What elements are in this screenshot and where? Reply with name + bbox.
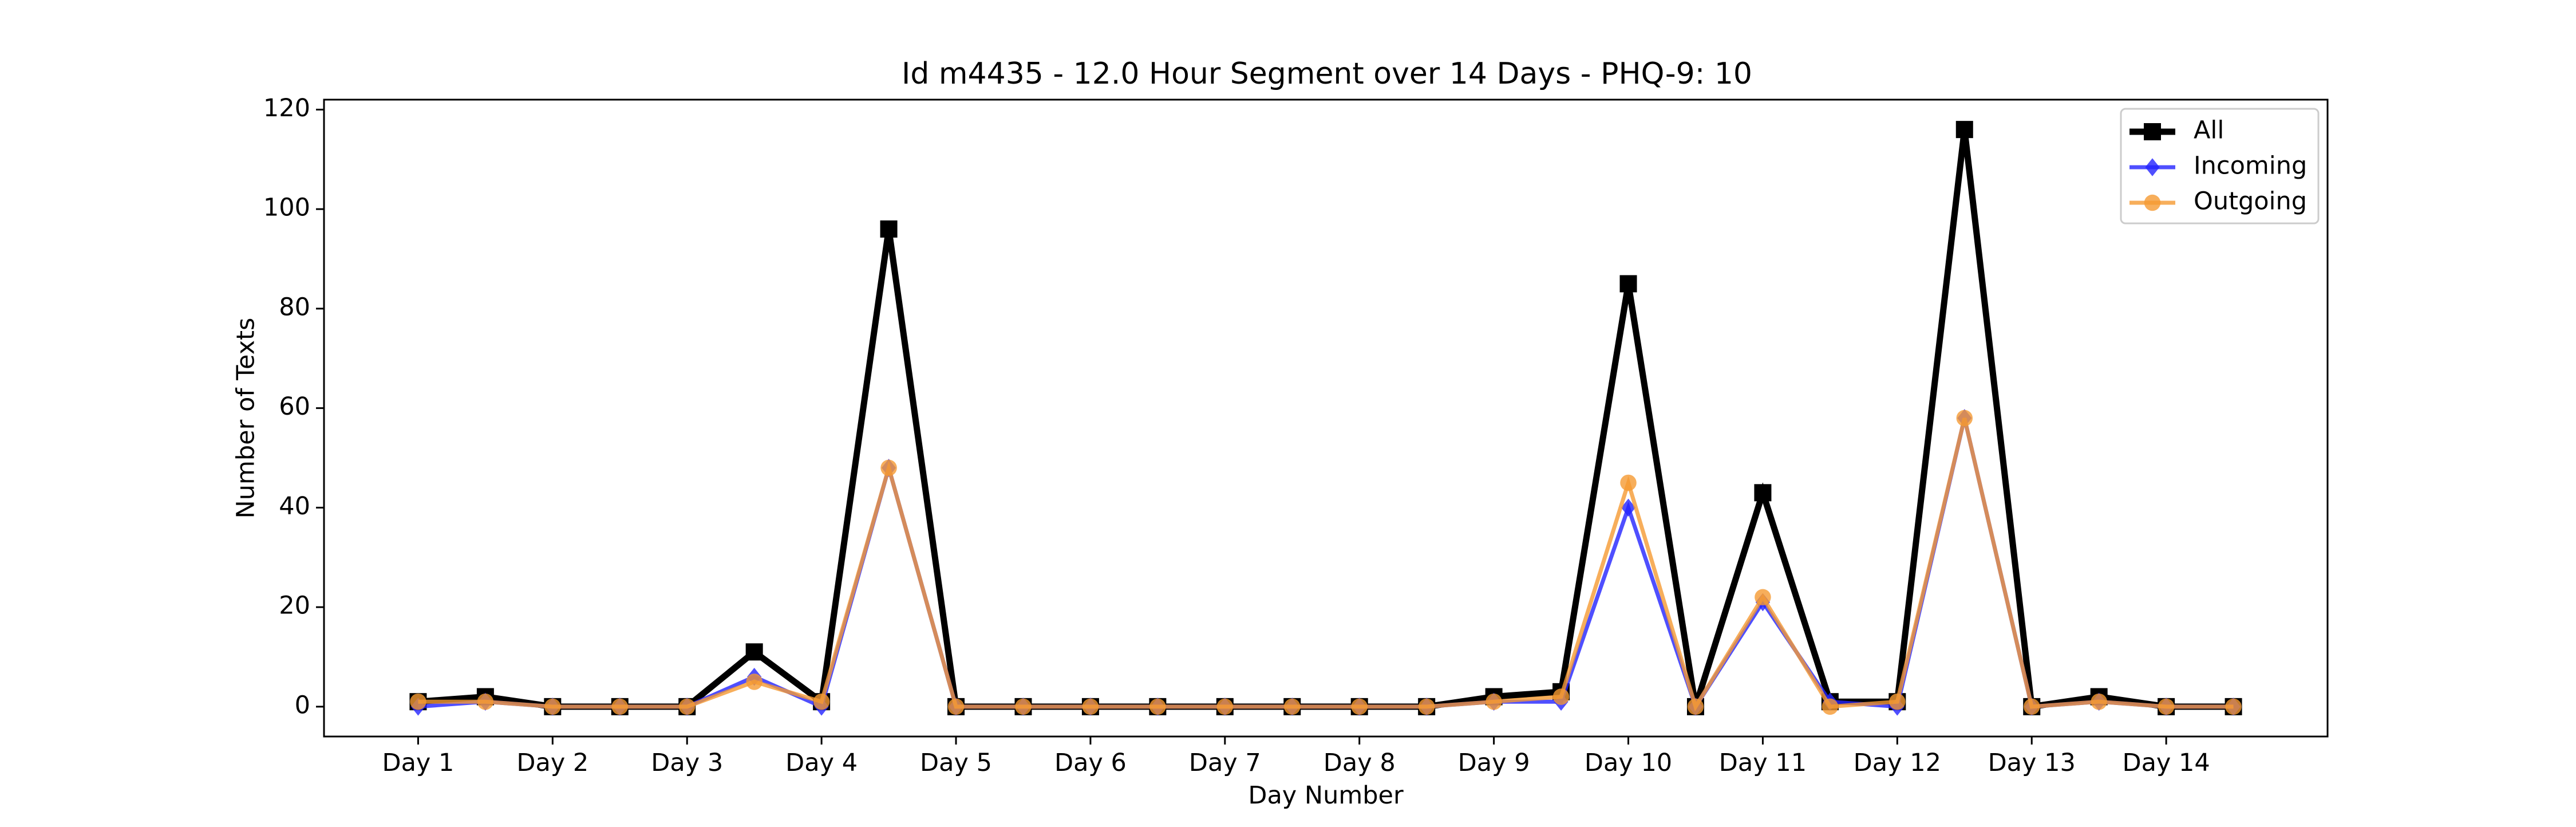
y-axis-label: Number of Texts	[232, 318, 260, 519]
legend-item-incoming: Incoming	[2129, 152, 2307, 180]
legend-box	[2120, 108, 2320, 225]
x-tick-label: Day 7	[1189, 749, 1261, 777]
data-point-outgoing	[1755, 589, 1771, 605]
legend-marker	[2144, 123, 2161, 140]
data-point-outgoing	[813, 693, 830, 710]
legend: All Incoming Outgoing	[2120, 108, 2320, 225]
y-tick-label: 40	[279, 492, 310, 521]
data-point-outgoing	[2158, 698, 2175, 715]
data-point-outgoing	[1418, 698, 1435, 715]
data-point-outgoing	[947, 698, 965, 715]
x-tick-label: Day 4	[785, 749, 858, 777]
legend-label: Outgoing	[2194, 187, 2307, 216]
plot-frame	[323, 99, 2329, 738]
data-point-outgoing	[2023, 698, 2040, 715]
x-tick-label: Day 3	[651, 749, 723, 777]
data-point-outgoing	[1687, 698, 1704, 715]
legend-marker	[2145, 158, 2160, 176]
x-axis-ticks: Day 1 Day 2 Day 3 Day 4 Day 5 Day 6 Day 7 Day 8…	[382, 737, 2210, 777]
data-point-outgoing	[477, 693, 494, 710]
legend-item-all: All	[2129, 116, 2224, 145]
legend-label: Incoming	[2194, 152, 2307, 180]
data-point-outgoing	[1485, 693, 1502, 710]
data-point-outgoing	[1822, 698, 1839, 715]
data-point-all	[1754, 484, 1772, 502]
data-point-outgoing	[1889, 693, 1906, 710]
x-tick-label: Day 1	[382, 749, 454, 777]
data-point-all	[745, 643, 763, 661]
x-tick-label: Day 13	[1988, 749, 2076, 777]
data-point-outgoing	[1216, 698, 1234, 715]
x-tick-label: Day 5	[920, 749, 992, 777]
legend-label: All	[2194, 116, 2224, 145]
x-tick-label: Day 14	[2122, 749, 2210, 777]
data-point-incoming	[1621, 498, 1636, 517]
x-tick-label: Day 8	[1323, 749, 1396, 777]
x-tick-label: Day 6	[1054, 749, 1127, 777]
data-point-outgoing	[1956, 409, 1973, 427]
data-point-outgoing	[1149, 698, 1166, 715]
x-tick-label: Day 2	[516, 749, 588, 777]
chart-title: Id m4435 - 12.0 Hour Segment over 14 Day…	[902, 57, 1752, 91]
data-point-outgoing	[2091, 693, 2107, 710]
data-point-outgoing	[678, 698, 696, 715]
y-tick-label: 120	[263, 94, 310, 123]
legend-marker	[2144, 194, 2161, 211]
data-point-outgoing	[1620, 474, 1637, 491]
data-point-outgoing	[410, 693, 426, 710]
data-point-outgoing	[2225, 698, 2242, 715]
y-tick-label: 100	[263, 194, 310, 222]
series-line-outgoing	[418, 418, 2234, 712]
data-point-all	[1955, 121, 1973, 139]
data-point-outgoing	[611, 698, 629, 715]
series-outgoing	[410, 409, 2242, 715]
y-tick-label: 0	[295, 691, 310, 719]
legend-item-outgoing: Outgoing	[2129, 187, 2307, 216]
data-point-outgoing	[1015, 698, 1032, 715]
data-point-outgoing	[1284, 698, 1301, 715]
data-point-outgoing	[1082, 698, 1099, 715]
x-tick-label: Day 10	[1585, 749, 1672, 777]
data-point-all	[1619, 275, 1637, 293]
data-point-outgoing	[1552, 688, 1570, 705]
y-axis-ticks: 0 20 40 60 80 100 120	[263, 94, 324, 719]
data-point-outgoing	[1351, 698, 1368, 715]
y-tick-label: 20	[279, 592, 310, 620]
data-point-outgoing	[544, 698, 561, 715]
data-series	[409, 121, 2242, 716]
data-point-outgoing	[880, 459, 897, 476]
y-tick-label: 60	[279, 392, 310, 421]
x-tick-label: Day 12	[1854, 749, 1941, 777]
x-tick-label: Day 11	[1719, 749, 1807, 777]
x-tick-label: Day 9	[1458, 749, 1530, 777]
y-tick-label: 80	[279, 293, 310, 321]
data-point-all	[880, 220, 898, 238]
x-axis-label: Day Number	[1248, 781, 1404, 810]
data-point-outgoing	[746, 674, 762, 690]
